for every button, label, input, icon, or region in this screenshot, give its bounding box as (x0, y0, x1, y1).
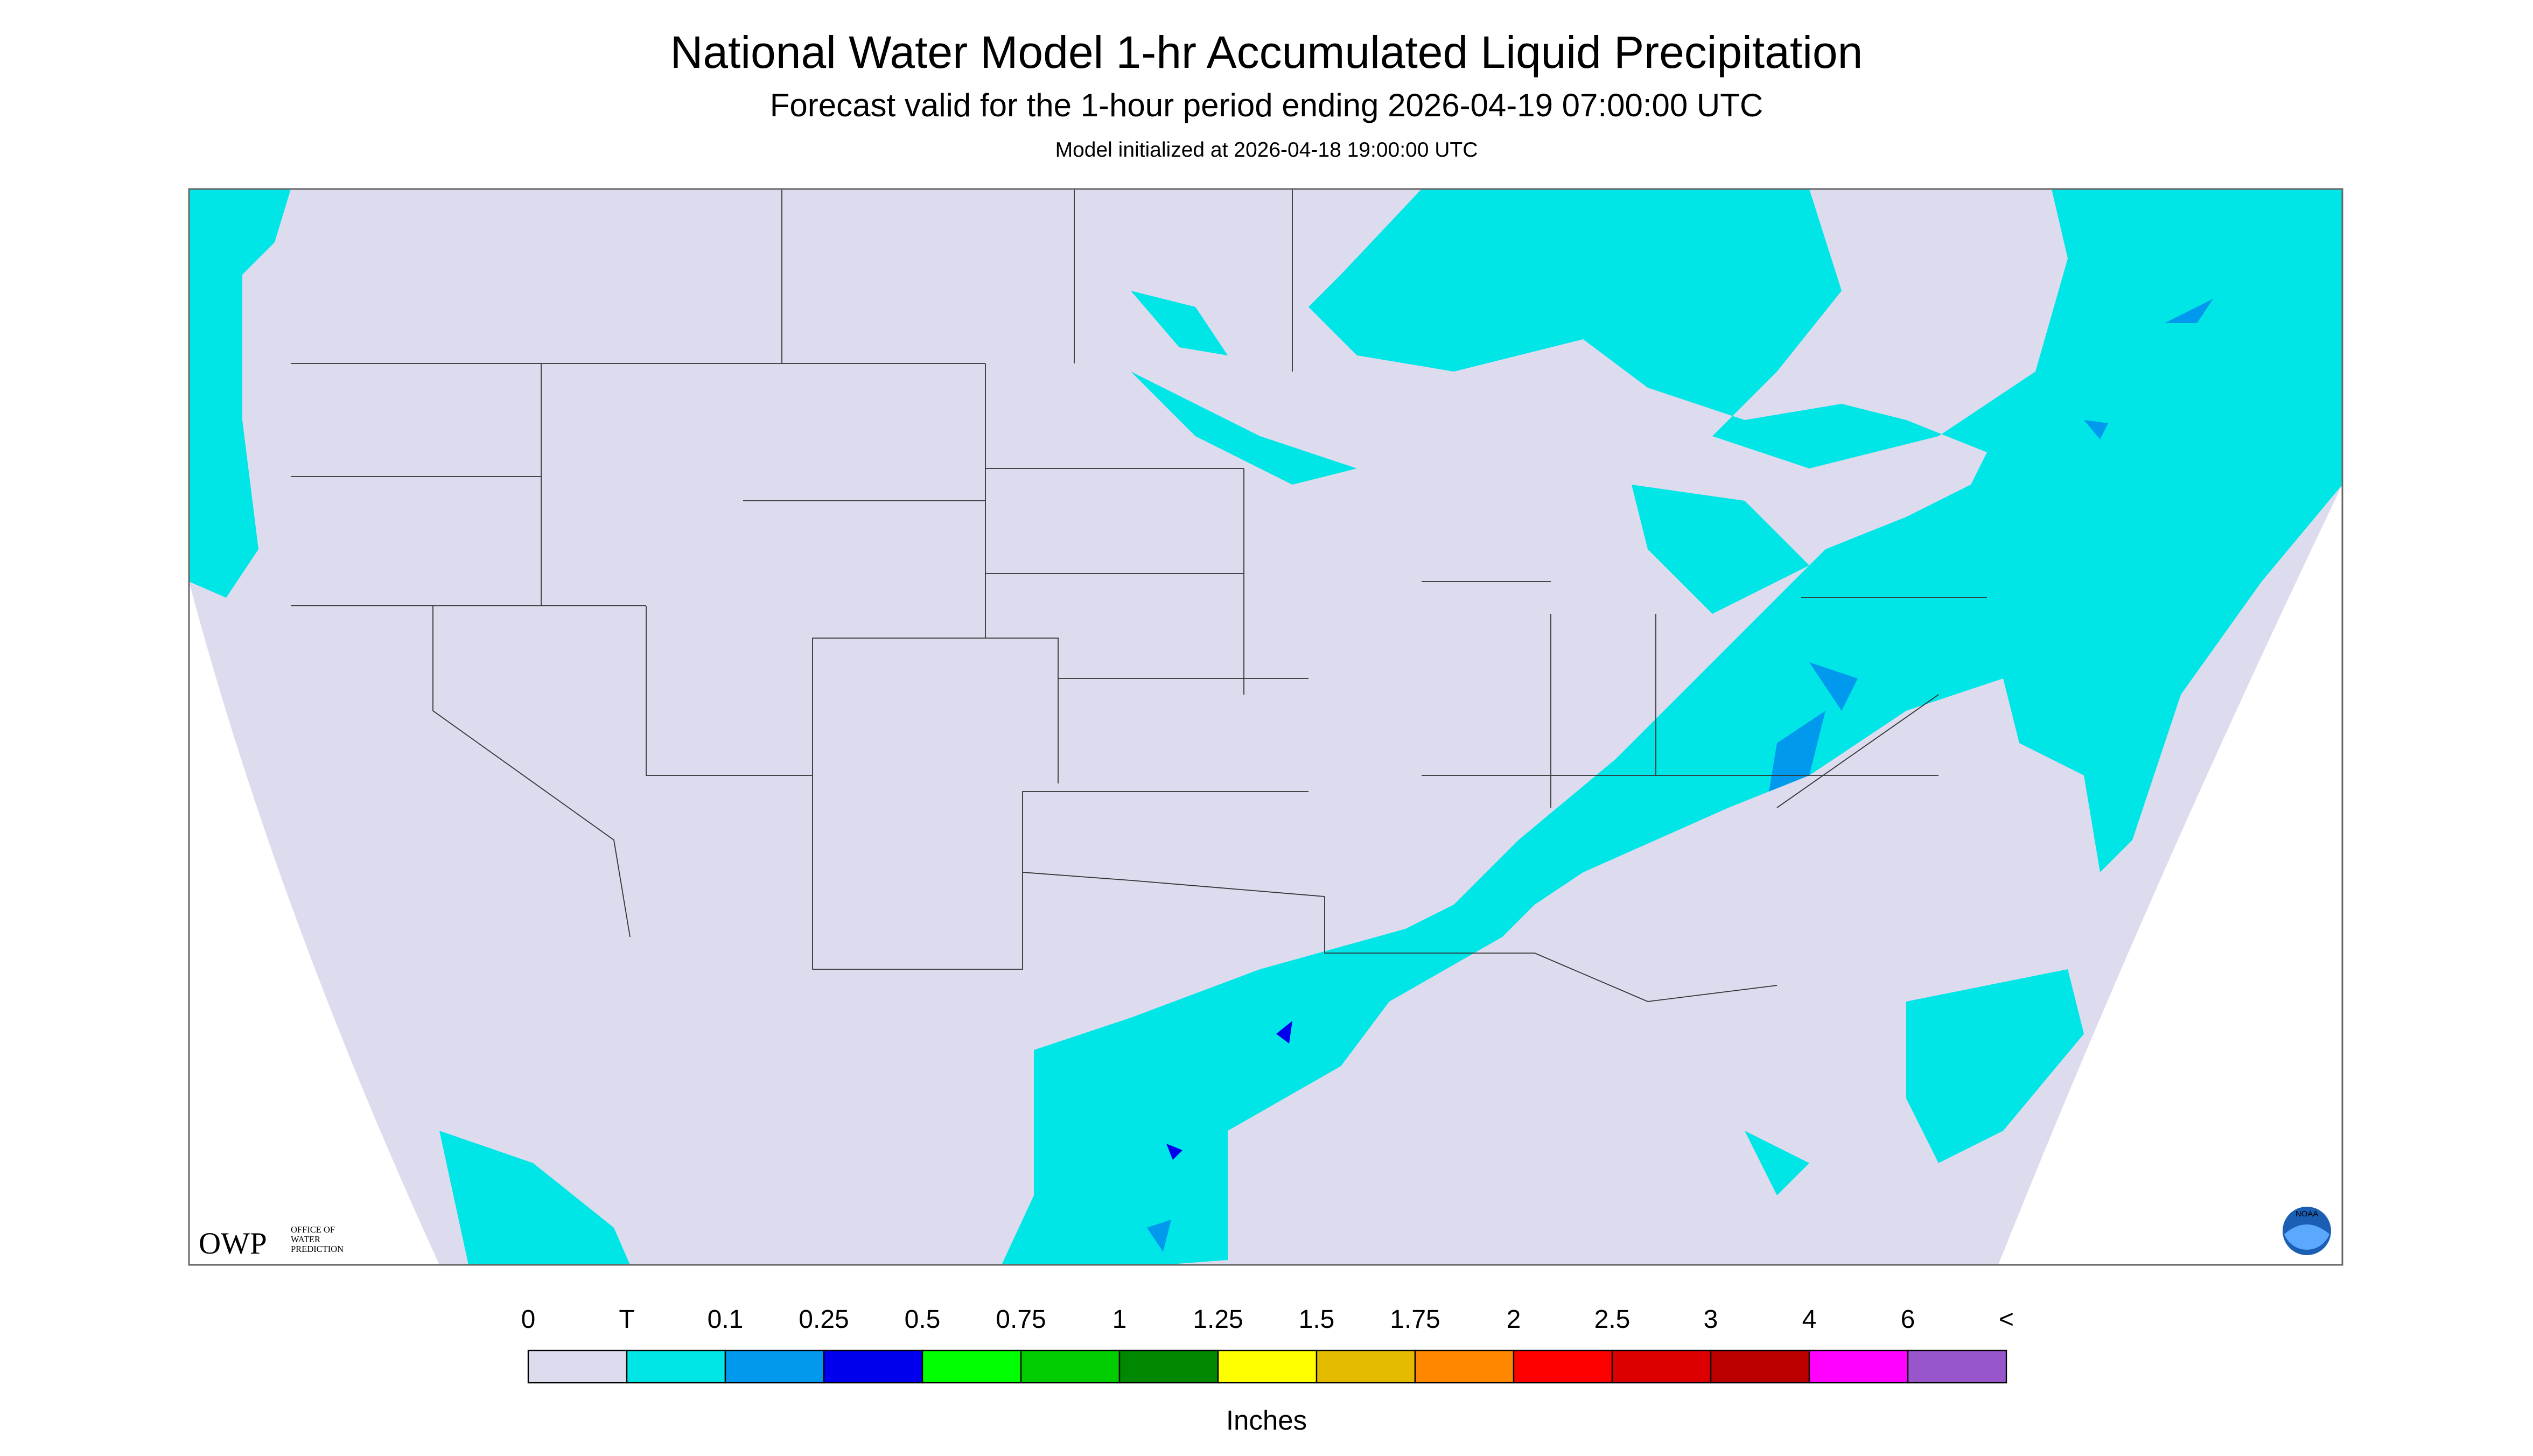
legend-label: 1.25 (1193, 1305, 1243, 1334)
legend-swatch (1020, 1349, 1121, 1384)
title: National Water Model 1-hr Accumulated Li… (670, 27, 1863, 78)
legend-label: 0.75 (996, 1305, 1046, 1334)
owp-caption: WATER (291, 1234, 320, 1244)
legend-label: 2.5 (1594, 1305, 1631, 1334)
legend-swatch (1808, 1349, 1909, 1384)
legend-label: 4 (1802, 1305, 1817, 1334)
legend-swatch (1513, 1349, 1613, 1384)
legend-label: < (1999, 1305, 2014, 1334)
legend-swatch (1710, 1349, 1810, 1384)
legend-label: T (619, 1305, 634, 1334)
legend-swatch (823, 1349, 923, 1384)
legend-label: 3 (1704, 1305, 1718, 1334)
legend-label: 0 (521, 1305, 536, 1334)
legend-label: 0.5 (905, 1305, 941, 1334)
state-borders (291, 189, 1987, 1002)
map-frame (188, 188, 2343, 1266)
legend-unit: Inches (1226, 1405, 1307, 1436)
owp-caption: PREDICTION (291, 1244, 344, 1254)
owp-logo: OWP (199, 1227, 267, 1261)
init-note: Model initialized at 2026-04-18 19:00:00… (1055, 138, 1478, 162)
legend-swatch (921, 1349, 1022, 1384)
legend-label: 6 (1901, 1305, 1915, 1334)
legend-label: 2 (1507, 1305, 1521, 1334)
precip-light (189, 189, 2342, 1265)
legend-swatch (1907, 1349, 2007, 1384)
legend-swatch (1316, 1349, 1416, 1384)
legend-label: 1.5 (1299, 1305, 1335, 1334)
legend-swatch (1611, 1349, 1712, 1384)
legend-label: 0.1 (708, 1305, 744, 1334)
map: OWP OFFICE OF WATER PREDICTION NOAA (188, 188, 2343, 1266)
legend-swatch (1217, 1349, 1318, 1384)
subtitle: Forecast valid for the 1-hour period end… (770, 87, 1763, 123)
precip-heavy (1166, 1021, 1292, 1160)
legend-swatch (527, 1349, 628, 1384)
legend: 0 T 0.1 0.25 0.5 0.75 1 1.25 1.5 1.75 2 2.5 3 4 6 < (521, 1305, 2014, 1384)
noaa-logo-wave (2284, 1224, 2329, 1250)
precip-moderate (1147, 299, 2213, 1252)
legend-swatch (724, 1349, 825, 1384)
legend-swatch (1414, 1349, 1515, 1384)
legend-label: 0.25 (799, 1305, 849, 1334)
legend-label: 1 (1112, 1305, 1127, 1334)
legend-swatch (626, 1349, 726, 1384)
noaa-label: NOAA (2296, 1209, 2319, 1219)
legend-label: 1.75 (1390, 1305, 1440, 1334)
owp-caption: OFFICE OF (291, 1224, 335, 1235)
legend-swatch (1118, 1349, 1219, 1384)
